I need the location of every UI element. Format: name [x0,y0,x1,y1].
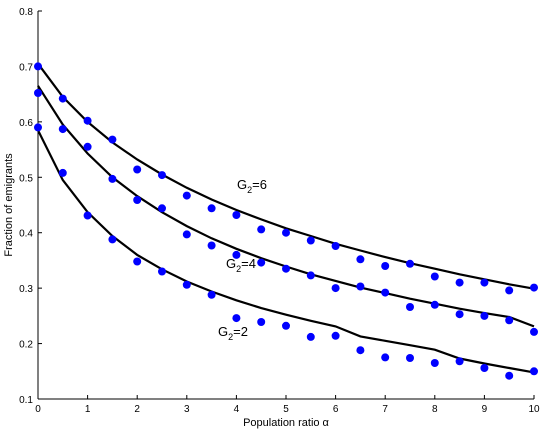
data-point [356,346,365,355]
x-tick-label: 9 [482,404,488,415]
data-point [282,228,290,237]
data-point [505,286,514,295]
x-tick-label: 0 [35,404,41,415]
data-point [331,284,340,293]
data-point [182,230,191,239]
ticks: 0 1 2 3 4 5 6 7 8 9 10 0.1 0.2 0.3 0.4 0.5 0.6 0.7 0.8 [19,7,540,415]
data-point [530,327,538,336]
curve-label-1: G2=6 [237,177,267,195]
x-tick-label: 10 [528,404,540,415]
data-point [257,258,266,267]
data-point [158,171,166,180]
x-tick-label: 1 [85,404,91,415]
data-point [406,303,414,311]
data-point [381,262,390,270]
data-point [455,310,464,319]
fit-curve-3 [37,129,535,374]
data-point [158,267,166,276]
x-tick-label: 5 [283,404,289,415]
data-point [530,283,538,292]
data-point [133,196,142,204]
curve-labels: G2=6 G2=4 G2=2 [218,177,267,342]
data-point [480,364,489,372]
x-tick-label: 8 [432,404,438,415]
y-tick-label: 0.1 [19,395,33,406]
y-axis-label: Fraction of emigrants [3,153,15,257]
data-point [133,165,142,174]
data-point [430,359,439,367]
data-point [480,311,489,320]
x-axis-label: Population ratio α [243,417,329,429]
y-tick-label: 0.6 [19,118,33,129]
data-point [282,264,290,273]
data-point [58,94,67,103]
data-point [108,174,117,183]
data-point [108,235,117,244]
data-point [207,241,216,250]
data-point [356,282,365,291]
axes [37,11,534,400]
data-point [257,225,266,234]
data-point [530,367,538,376]
data-point [282,321,290,330]
data-point [232,211,241,219]
x-tick-label: 7 [382,404,388,415]
data-point [182,191,191,200]
data-point [306,332,315,341]
data-point [232,314,241,323]
x-tick-label: 6 [333,404,339,415]
data-point [430,272,439,281]
data-point [381,288,390,297]
data-point [83,116,92,125]
data-point [430,300,439,309]
data-point [182,280,191,289]
data-point [455,357,464,366]
data-point [133,257,142,266]
data-point [406,259,414,268]
x-tick-label: 4 [234,404,240,415]
data-point [34,123,42,132]
data-point [331,331,340,340]
data-point [158,204,166,213]
data-point [505,316,514,325]
data-point [108,135,117,144]
data-point [58,125,67,134]
data-point [58,168,67,177]
y-tick-label: 0.4 [19,229,33,240]
curve-label-3: G2=2 [218,324,248,342]
data-point [406,354,414,362]
data-point [455,278,464,287]
data-points [34,62,538,380]
data-point [306,236,315,245]
y-tick-label: 0.5 [19,173,33,184]
data-point [331,242,340,250]
y-tick-label: 0.2 [19,340,33,351]
data-point [257,318,266,326]
data-point [83,142,92,151]
data-point [232,250,241,259]
data-point [480,278,489,287]
data-point [505,371,514,380]
data-point [34,62,42,71]
data-point [207,204,216,213]
data-point [83,211,92,220]
fit-curve-1 [37,63,535,290]
data-point [381,353,390,362]
data-point [356,255,365,264]
fit-curve-2 [37,85,535,328]
y-tick-label: 0.7 [19,62,33,73]
data-point [34,89,42,97]
data-point [207,290,216,299]
curve-label-2: G2=4 [226,256,256,274]
y-tick-label: 0.8 [19,7,33,18]
data-point [306,271,315,280]
y-tick-label: 0.3 [19,284,33,295]
x-tick-label: 2 [134,404,140,415]
x-tick-label: 3 [184,404,190,415]
